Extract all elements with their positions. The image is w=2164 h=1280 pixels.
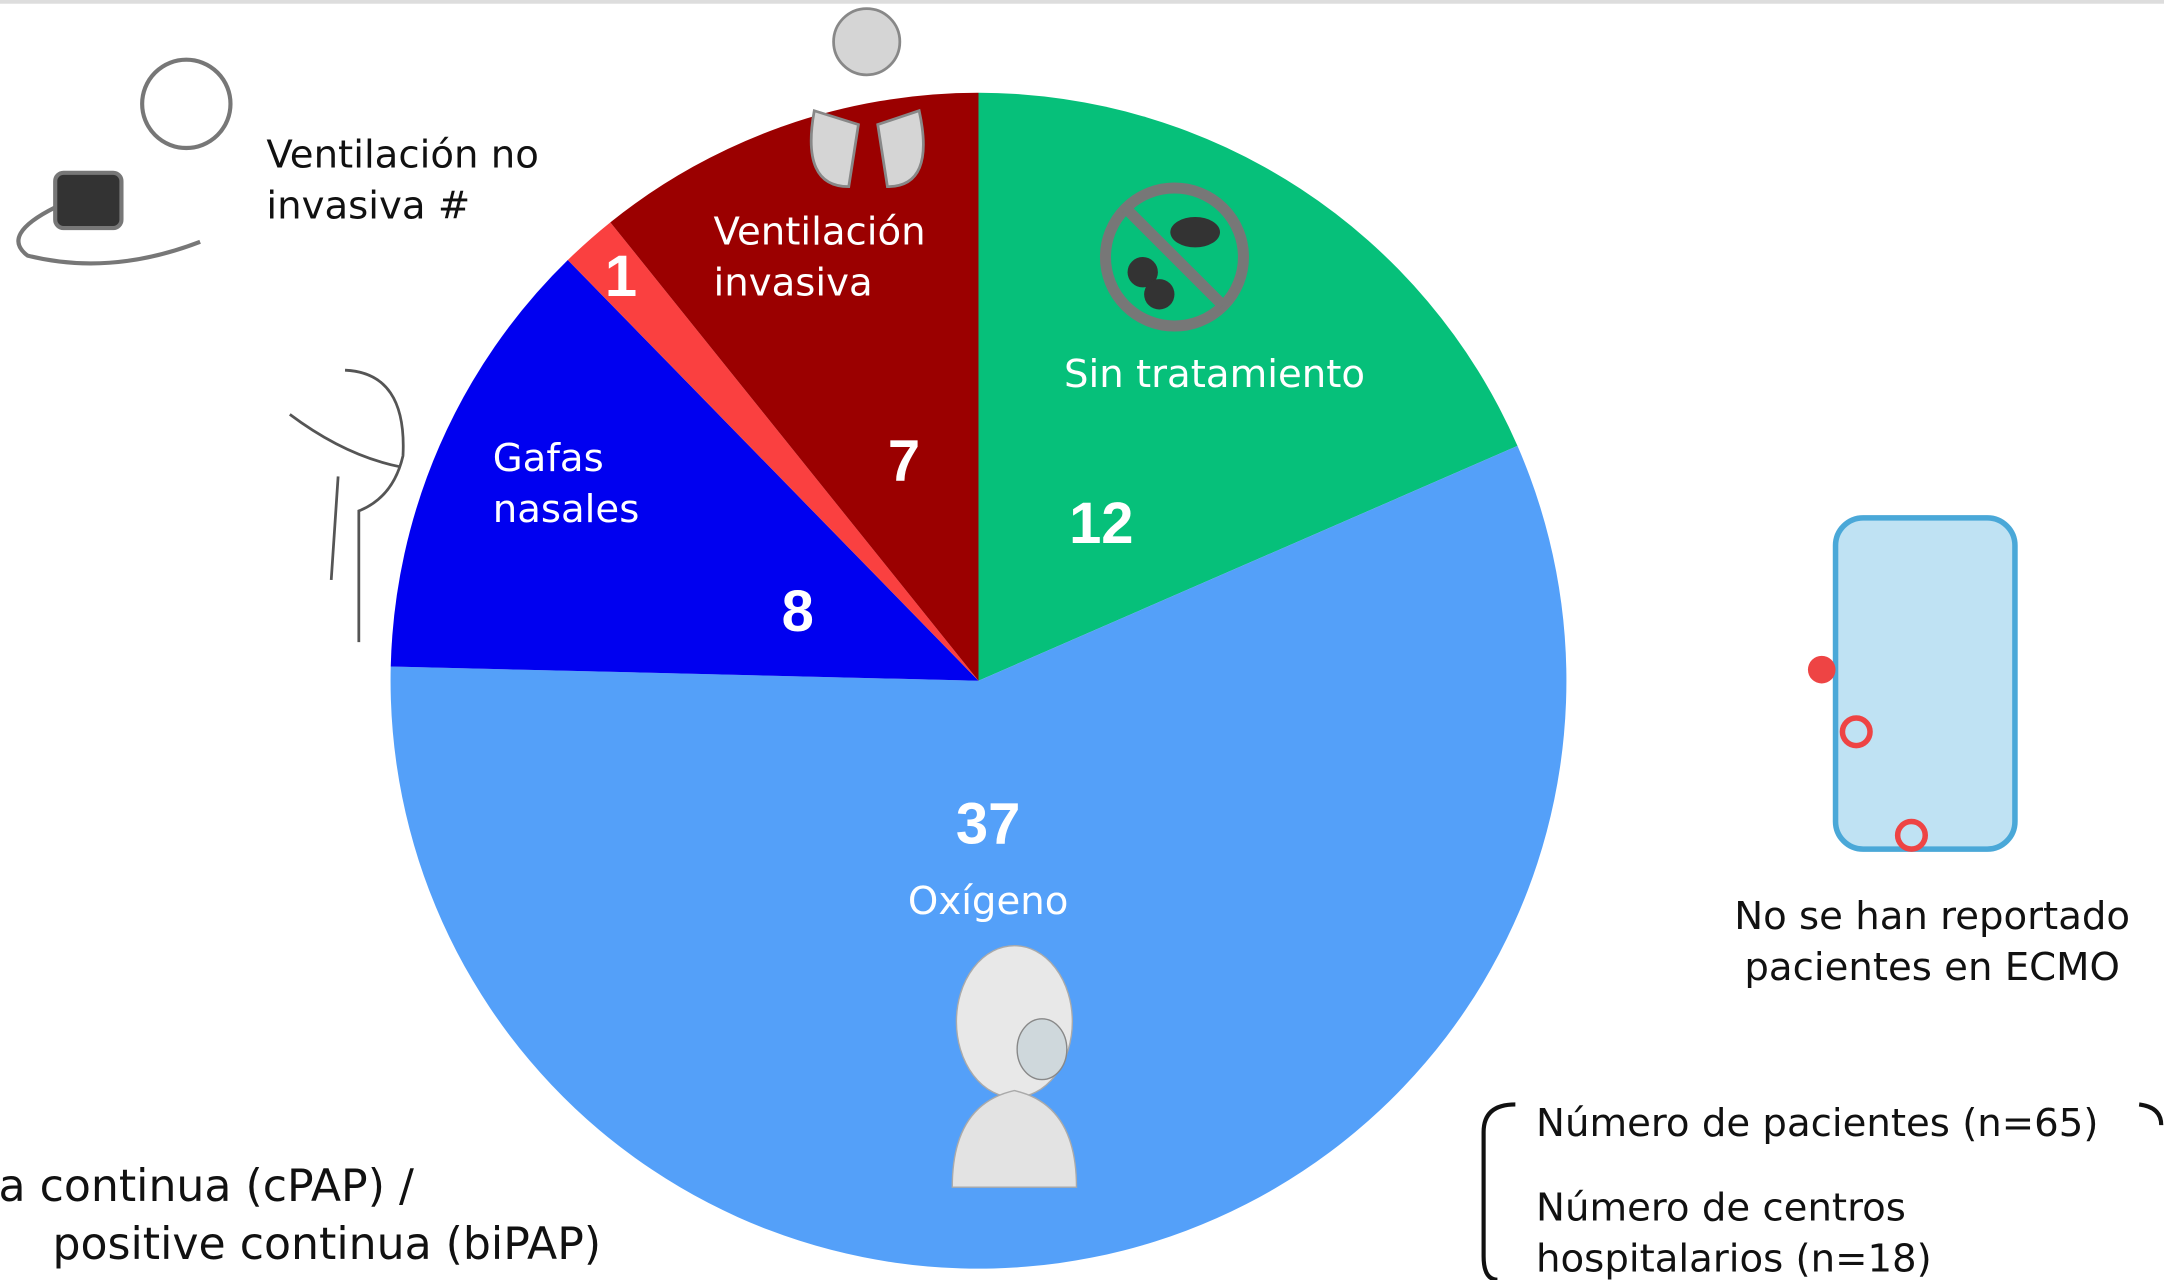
icon-mask — [951, 945, 1078, 1188]
category-label-box: Ventilación no invasiva # — [266, 131, 539, 229]
category-label: Oxígeno — [907, 878, 1069, 924]
note: Número de pacientes (n=65) — [1536, 1100, 2099, 1146]
bracket — [1481, 1102, 1516, 1280]
note-box: Número de pacientes (n=65) — [1536, 1100, 2099, 1146]
value-label: 7 — [888, 430, 920, 494]
category-label-box: Oxígeno — [907, 878, 1069, 924]
category-label: Ventilación no invasiva # — [266, 131, 539, 229]
note-box: Número de centros hospitalarios (n=18) — [1536, 1184, 1932, 1280]
value-label: 1 — [605, 245, 637, 309]
pie-slice — [390, 445, 1567, 1269]
value-label: 37 — [956, 793, 1020, 857]
icon-no-pills — [1099, 182, 1249, 332]
value-label: 12 — [1069, 492, 1133, 556]
pie — [390, 92, 1567, 1269]
category-label: Ventilación invasiva — [713, 208, 926, 306]
category-label: Gafas nasales — [492, 435, 640, 532]
category-label: Sin tratamiento — [1063, 350, 1366, 397]
note: No se han reportado pacientes en ECMO — [1734, 893, 2131, 990]
note: positive continua (biPAP) — [52, 1217, 602, 1271]
pie-slice — [610, 92, 979, 681]
note-box: ia continua (cPAP) / positive continua (… — [0, 1159, 602, 1271]
category-label-box: Ventilación invasiva — [713, 208, 926, 306]
icon-cpap — [16, 57, 233, 266]
note-box: No se han reportado pacientes en ECMO — [1734, 893, 2131, 990]
note: ia continua (cPAP) / — [0, 1159, 414, 1213]
value-label: 8 — [782, 580, 814, 644]
icon-lungs — [809, 7, 925, 189]
icon-ecmo — [1807, 515, 2018, 852]
note: Número de centros hospitalarios (n=18) — [1536, 1184, 1932, 1280]
pie-slice — [978, 92, 1518, 681]
icon-nasal — [288, 368, 405, 643]
pie-slice — [567, 222, 979, 681]
bracket — [2138, 1102, 2164, 1126]
category-label-box: Sin tratamiento — [1063, 350, 1366, 397]
category-label-box: Gafas nasales — [492, 435, 640, 532]
pie-slice — [390, 259, 979, 681]
